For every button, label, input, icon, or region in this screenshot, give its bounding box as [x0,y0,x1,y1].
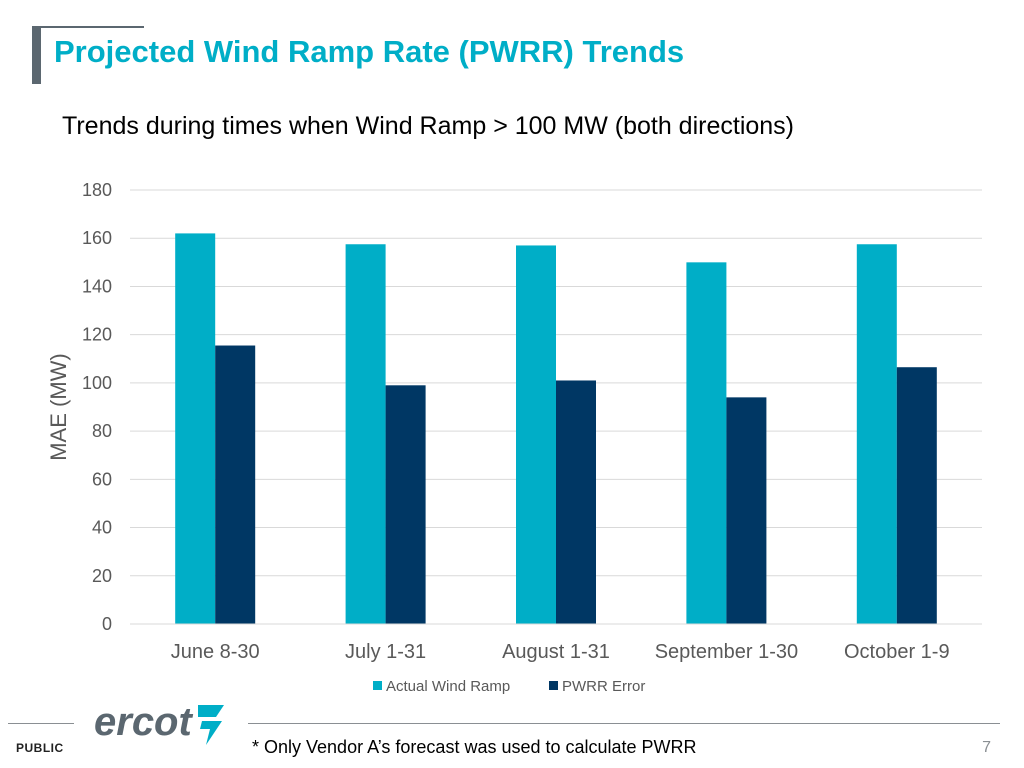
footer-divider-right [248,723,1000,724]
footer-divider-left [8,723,74,724]
x-tick-label: October 1-9 [844,641,950,663]
x-tick-label: June 8-30 [171,641,260,663]
legend-label: Actual Wind Ramp [386,678,510,695]
bar-actual-wind-ramp [516,245,556,624]
legend-swatch [549,681,558,690]
legend-swatch [373,681,382,690]
title-accent-bar [32,26,41,84]
page-title: Projected Wind Ramp Rate (PWRR) Trends [54,34,685,69]
y-tick-label: 100 [82,373,112,393]
y-tick-label: 80 [92,421,112,441]
footnote: * Only Vendor A’s forecast was used to c… [252,737,697,757]
bar-pwrr-error [215,345,256,624]
bar-pwrr-error [726,397,767,624]
bar-actual-wind-ramp [345,244,386,624]
bar-chart: 0 20 40 60 80 100 120 140 160 180 MAE (MW) June 8-3… [46,180,982,695]
bar-pwrr-error [385,385,426,624]
y-tick-label: 180 [82,180,112,200]
ercot-logo-text: ercot [94,700,193,744]
x-tick-label: July 1-31 [345,641,426,663]
bar-pwrr-error [896,367,937,624]
y-tick-label: 0 [102,614,112,634]
y-tick-label: 60 [92,469,112,489]
ercot-logo: ercot [94,700,224,745]
classification-label: PUBLIC [16,741,64,755]
y-tick-label: 160 [82,228,112,248]
legend-label: PWRR Error [562,678,645,695]
bar-pwrr-error [556,380,596,624]
y-tick-label: 40 [92,518,112,538]
x-tick-label: August 1-31 [502,641,610,663]
bar-actual-wind-ramp [686,262,727,624]
page-subtitle: Trends during times when Wind Ramp > 100… [62,112,795,140]
title-accent-line [32,26,144,28]
x-tick-label: September 1-30 [655,641,798,663]
lightning-bolt-icon [198,705,224,745]
bar-actual-wind-ramp [856,244,897,624]
page-number: 7 [982,739,991,756]
y-tick-label: 120 [82,325,112,345]
y-axis-label: MAE (MW) [46,353,71,461]
bar-actual-wind-ramp [175,233,216,624]
y-tick-label: 20 [92,566,112,586]
y-tick-label: 140 [82,276,112,296]
